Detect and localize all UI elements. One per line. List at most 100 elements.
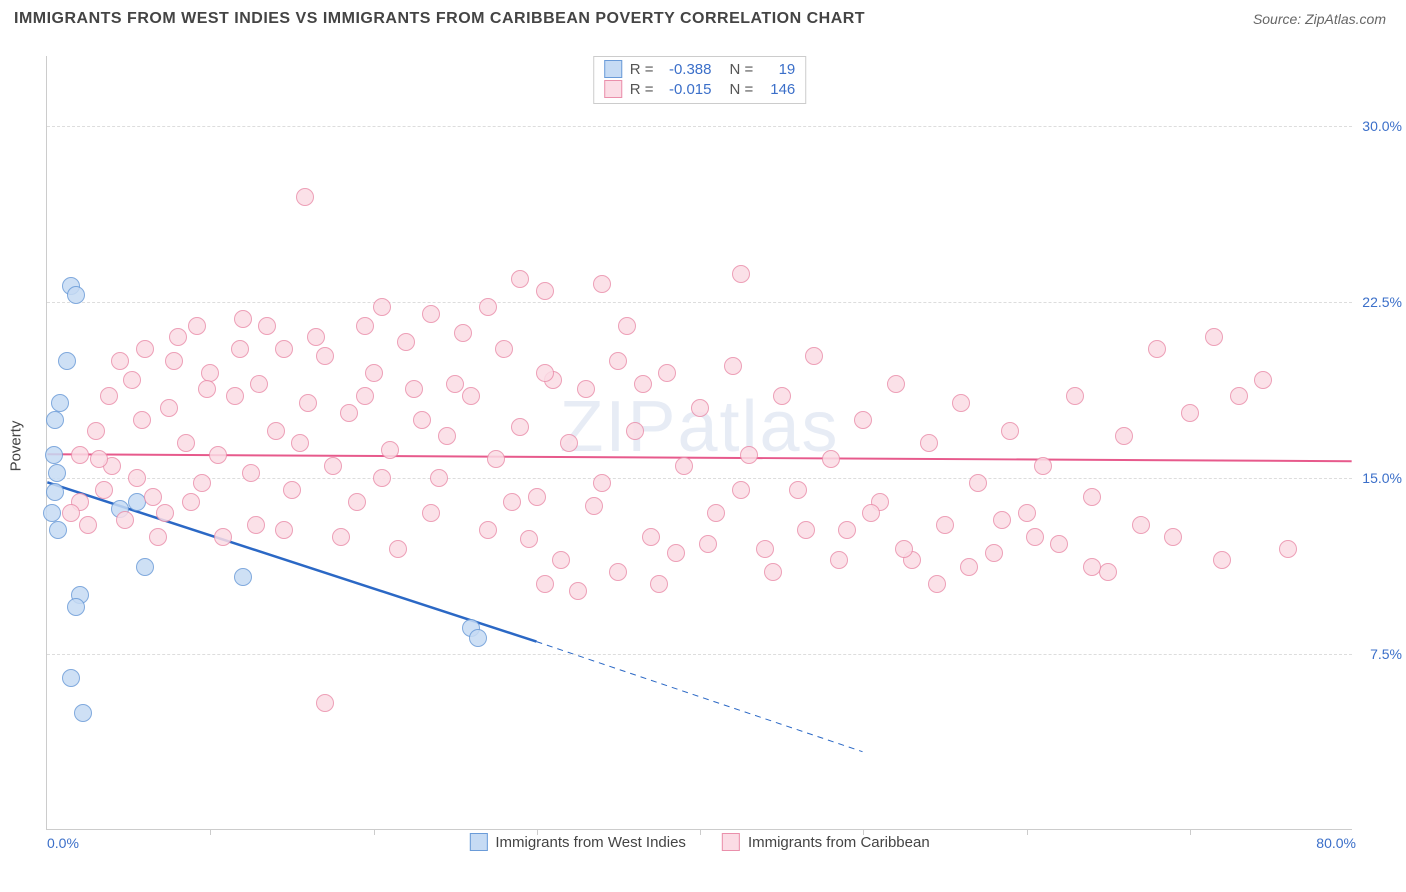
scatter-point <box>609 352 627 370</box>
legend-swatch <box>604 80 622 98</box>
scatter-point <box>299 394 317 412</box>
y-tick-label: 30.0% <box>1358 118 1402 134</box>
trend-line <box>47 454 1351 461</box>
scatter-point <box>67 598 85 616</box>
scatter-point <box>862 504 880 522</box>
scatter-point <box>454 324 472 342</box>
scatter-point <box>389 540 407 558</box>
scatter-point <box>577 380 595 398</box>
scatter-point <box>348 493 366 511</box>
scatter-point <box>128 469 146 487</box>
scatter-point <box>960 558 978 576</box>
series-legend: Immigrants from West Indies Immigrants fr… <box>469 833 929 851</box>
scatter-point <box>895 540 913 558</box>
scatter-point <box>430 469 448 487</box>
scatter-point <box>340 404 358 422</box>
scatter-point <box>165 352 183 370</box>
scatter-point <box>275 521 293 539</box>
scatter-point <box>838 521 856 539</box>
scatter-point <box>136 558 154 576</box>
trend-lines-layer <box>47 56 1352 829</box>
scatter-point <box>495 340 513 358</box>
scatter-point <box>87 422 105 440</box>
scatter-point <box>46 483 64 501</box>
scatter-point <box>1034 457 1052 475</box>
scatter-point <box>593 275 611 293</box>
trend-line-extrapolation <box>536 642 862 752</box>
scatter-point <box>658 364 676 382</box>
scatter-point <box>479 298 497 316</box>
scatter-point <box>928 575 946 593</box>
series-legend-item: Immigrants from Caribbean <box>722 833 930 851</box>
scatter-point <box>365 364 383 382</box>
scatter-point <box>128 493 146 511</box>
scatter-point <box>123 371 141 389</box>
scatter-point <box>1132 516 1150 534</box>
x-axis-min-label: 0.0% <box>47 835 79 851</box>
scatter-point <box>920 434 938 452</box>
scatter-point <box>1115 427 1133 445</box>
scatter-point <box>48 464 66 482</box>
scatter-point <box>373 298 391 316</box>
scatter-point <box>740 446 758 464</box>
scatter-point <box>773 387 791 405</box>
scatter-point <box>247 516 265 534</box>
scatter-point <box>160 399 178 417</box>
scatter-point <box>316 347 334 365</box>
stat-legend-row: R =-0.388N =19 <box>604 59 796 79</box>
gridline <box>47 302 1352 303</box>
scatter-point <box>536 282 554 300</box>
scatter-point <box>283 481 301 499</box>
gridline <box>47 654 1352 655</box>
scatter-point <box>67 286 85 304</box>
scatter-point <box>1254 371 1272 389</box>
scatter-point <box>797 521 815 539</box>
chart-plot-area: ZIPatlas R =-0.388N =19R =-0.015N =146 I… <box>46 56 1352 830</box>
scatter-point <box>209 446 227 464</box>
x-tick-mark <box>537 829 538 835</box>
scatter-point <box>830 551 848 569</box>
scatter-point <box>503 493 521 511</box>
scatter-point <box>552 551 570 569</box>
scatter-point <box>1050 535 1068 553</box>
scatter-point <box>250 375 268 393</box>
scatter-point <box>724 357 742 375</box>
scatter-point <box>1205 328 1223 346</box>
series-name: Immigrants from West Indies <box>495 834 686 851</box>
scatter-point <box>642 528 660 546</box>
scatter-point <box>74 704 92 722</box>
scatter-point <box>43 504 61 522</box>
stat-r-value: -0.388 <box>662 61 712 78</box>
scatter-point <box>324 457 342 475</box>
scatter-point <box>936 516 954 534</box>
legend-swatch <box>604 60 622 78</box>
scatter-point <box>51 394 69 412</box>
scatter-point <box>45 446 63 464</box>
scatter-point <box>1213 551 1231 569</box>
scatter-point <box>90 450 108 468</box>
scatter-point <box>650 575 668 593</box>
scatter-point <box>100 387 118 405</box>
scatter-point <box>267 422 285 440</box>
scatter-point <box>136 340 154 358</box>
scatter-point <box>214 528 232 546</box>
x-tick-mark <box>374 829 375 835</box>
scatter-point <box>1066 387 1084 405</box>
scatter-point <box>198 380 216 398</box>
series-name: Immigrants from Caribbean <box>748 834 930 851</box>
y-tick-label: 7.5% <box>1358 646 1402 662</box>
scatter-point <box>887 375 905 393</box>
chart-source: Source: ZipAtlas.com <box>1253 11 1386 27</box>
scatter-point <box>381 441 399 459</box>
scatter-point <box>422 305 440 323</box>
stat-n-value: 19 <box>761 61 795 78</box>
scatter-point <box>764 563 782 581</box>
scatter-point <box>438 427 456 445</box>
chart-title: IMMIGRANTS FROM WEST INDIES VS IMMIGRANT… <box>14 10 865 28</box>
scatter-point <box>79 516 97 534</box>
scatter-point <box>699 535 717 553</box>
y-tick-label: 22.5% <box>1358 294 1402 310</box>
scatter-point <box>46 411 64 429</box>
scatter-point <box>707 504 725 522</box>
scatter-point <box>585 497 603 515</box>
